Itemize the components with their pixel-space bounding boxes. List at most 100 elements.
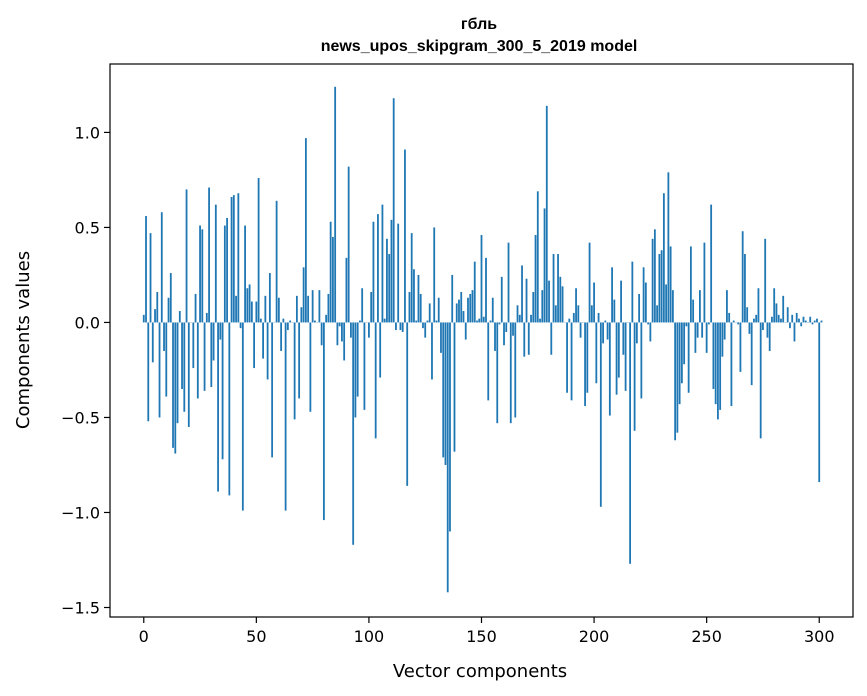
bar (773, 288, 776, 323)
bar (327, 293, 330, 323)
bar (818, 322, 821, 483)
bar (762, 322, 764, 331)
bar (341, 322, 343, 342)
bar (471, 290, 474, 323)
x-axis-ticks: 0 50 100 150 200 250 300 (139, 617, 835, 646)
bar (325, 314, 328, 323)
bar (683, 322, 686, 365)
bar (505, 322, 508, 332)
bar (793, 322, 796, 342)
bar (388, 254, 391, 323)
bar (588, 242, 591, 323)
bar (494, 322, 496, 351)
bar (386, 238, 388, 323)
bar (163, 322, 165, 351)
bar (320, 322, 323, 346)
bar (811, 322, 814, 325)
bar (487, 322, 490, 401)
bar (361, 288, 364, 323)
bar (701, 322, 704, 338)
bar (660, 250, 663, 323)
bar (395, 322, 397, 331)
bar (347, 166, 350, 323)
bar (298, 322, 301, 399)
bar (343, 322, 346, 361)
bar (575, 288, 577, 323)
bar (545, 105, 548, 323)
bar (368, 322, 370, 338)
bar (570, 322, 573, 401)
bar (678, 322, 681, 405)
bar (539, 318, 541, 323)
bar (196, 322, 199, 399)
bar (381, 204, 384, 323)
bar (268, 273, 271, 323)
bar (741, 231, 744, 323)
bar (383, 318, 386, 323)
bar (230, 197, 233, 323)
bar (455, 303, 458, 323)
bar (503, 322, 505, 346)
bar (671, 290, 674, 323)
bar (156, 292, 159, 323)
bar (780, 318, 782, 323)
bar (617, 322, 620, 378)
bar (543, 208, 546, 323)
bar (694, 322, 697, 353)
bar (674, 322, 677, 441)
bar (518, 314, 521, 323)
bar (390, 219, 393, 323)
bar (399, 322, 402, 331)
bar (640, 322, 643, 399)
bar (584, 322, 586, 407)
bar (629, 322, 631, 564)
bar (813, 320, 816, 323)
bar (210, 322, 213, 388)
bar (611, 267, 613, 323)
y-tick-label: −1.0 (61, 503, 100, 522)
bar (417, 274, 420, 323)
y-tick-label: −1.5 (61, 598, 100, 617)
bar (178, 311, 181, 323)
bar (685, 322, 688, 327)
bar (302, 267, 305, 323)
bar (313, 320, 316, 323)
bar (433, 227, 436, 323)
bar (577, 305, 580, 323)
bar (717, 322, 719, 420)
bar (676, 322, 679, 433)
bar (169, 273, 172, 323)
bar (203, 322, 206, 391)
bar (579, 322, 582, 338)
bar (257, 178, 260, 323)
bar (449, 322, 451, 532)
bar (422, 322, 424, 329)
bar (408, 292, 411, 323)
bar (345, 257, 348, 323)
bar (406, 322, 409, 486)
bar (239, 322, 242, 329)
bar (507, 242, 510, 323)
bar (467, 297, 469, 323)
bar (250, 301, 253, 323)
bar (723, 322, 726, 340)
bar (440, 322, 442, 353)
bar (606, 322, 609, 340)
bar (284, 322, 287, 511)
bar (426, 320, 429, 323)
bar (687, 322, 690, 393)
bar (496, 322, 499, 424)
bar (428, 303, 431, 323)
bar (775, 303, 778, 323)
bar (300, 307, 303, 323)
y-tick-label: 0.5 (75, 218, 100, 237)
bar (633, 322, 636, 431)
bar (282, 318, 285, 323)
bar (149, 233, 152, 323)
bar (172, 322, 174, 448)
bar (374, 322, 377, 439)
bar (336, 322, 339, 346)
bar (338, 322, 341, 327)
bar (708, 322, 710, 325)
bar (192, 322, 195, 369)
